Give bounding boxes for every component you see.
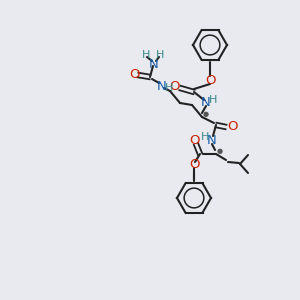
Text: ●: ● <box>203 111 209 117</box>
Text: N: N <box>207 134 217 146</box>
Text: O: O <box>190 134 200 146</box>
Text: H: H <box>142 50 150 60</box>
Text: H: H <box>201 132 209 142</box>
Text: N: N <box>157 80 167 92</box>
Text: H: H <box>156 50 164 60</box>
Text: O: O <box>227 121 237 134</box>
Text: H: H <box>209 95 217 105</box>
Text: O: O <box>129 68 139 80</box>
Text: O: O <box>170 80 180 94</box>
Text: N: N <box>149 58 159 70</box>
Text: O: O <box>205 74 215 86</box>
Text: N: N <box>201 95 211 109</box>
Text: ●: ● <box>217 148 223 154</box>
Text: H: H <box>165 83 173 93</box>
Text: O: O <box>189 158 199 170</box>
